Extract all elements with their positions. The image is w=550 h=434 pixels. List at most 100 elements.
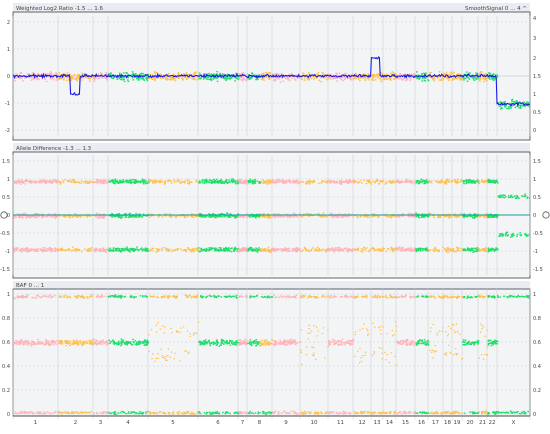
data-point: [347, 251, 349, 252]
data-point: [200, 248, 202, 249]
data-point: [461, 79, 463, 80]
data-point: [387, 216, 389, 217]
data-point: [203, 249, 205, 250]
data-point: [266, 72, 268, 73]
data-point: [175, 217, 177, 218]
data-point: [422, 248, 424, 249]
allele-difference-panel[interactable]: Allele Difference -1.3 ... 1.3 1.510.50-…: [0, 143, 549, 278]
panel-plot-area: [13, 289, 530, 416]
data-point: [147, 250, 149, 251]
data-point: [235, 217, 237, 218]
data-point: [125, 72, 127, 73]
data-point: [211, 74, 213, 75]
data-point: [68, 216, 70, 217]
data-point: [389, 182, 391, 183]
data-point: [64, 77, 66, 78]
data-point: [465, 183, 467, 184]
data-point: [444, 248, 446, 249]
data-point: [126, 182, 128, 183]
data-point: [267, 249, 269, 250]
data-point: [453, 72, 455, 73]
data-point: [23, 344, 25, 345]
data-point: [198, 247, 200, 248]
data-point: [106, 182, 108, 183]
data-point: [489, 217, 491, 218]
log2-ratio-panel[interactable]: Weighted Log2 Ratio -1.5 ... 1.6 SmoothS…: [5, 3, 541, 140]
data-point: [474, 251, 476, 252]
data-point: [26, 216, 28, 217]
data-point: [75, 182, 77, 183]
data-point: [475, 77, 477, 78]
data-point: [138, 250, 140, 251]
right-scroll-handle[interactable]: [543, 212, 549, 218]
data-point: [485, 79, 487, 80]
axis-tick-label: -0.5: [533, 231, 543, 237]
data-point: [87, 215, 89, 216]
data-point: [274, 79, 276, 80]
axis-tick-label: 0: [533, 128, 536, 134]
data-point: [21, 249, 23, 250]
data-point: [45, 247, 47, 248]
data-point: [31, 248, 33, 249]
data-point: [495, 248, 497, 249]
axis-tick-label: 0.5: [533, 110, 541, 116]
data-point: [218, 249, 220, 250]
data-point: [18, 247, 20, 248]
data-point: [341, 217, 343, 218]
data-point: [149, 217, 151, 218]
data-point: [68, 79, 70, 80]
data-point: [120, 181, 122, 182]
data-point: [266, 251, 268, 252]
data-point: [439, 71, 441, 72]
data-point: [417, 77, 419, 78]
data-point: [37, 213, 39, 214]
data-point: [504, 195, 506, 196]
data-point: [56, 79, 58, 80]
data-point: [361, 182, 363, 183]
data-point: [281, 251, 283, 252]
baf-panel[interactable]: BAF 0 ... 1 10.80.60.40.20 10.80.60.40.2…: [2, 281, 541, 420]
data-point: [128, 181, 130, 182]
data-point: [124, 81, 126, 82]
data-point: [210, 217, 212, 218]
data-point: [229, 250, 231, 251]
data-point: [22, 341, 24, 342]
data-point: [364, 216, 366, 217]
data-point: [366, 247, 368, 248]
data-point: [481, 71, 483, 72]
data-point: [519, 232, 521, 233]
data-point: [302, 250, 304, 251]
data-point: [190, 216, 192, 217]
data-point: [157, 251, 159, 252]
data-point: [344, 73, 346, 74]
data-point: [411, 249, 413, 250]
data-point: [443, 78, 445, 79]
data-point: [59, 182, 61, 183]
data-point: [27, 344, 29, 345]
data-point: [96, 181, 98, 182]
data-point: [357, 216, 359, 217]
data-point: [105, 181, 107, 182]
data-point: [274, 249, 276, 250]
data-point: [221, 213, 223, 214]
data-point: [500, 235, 502, 236]
data-point: [514, 195, 516, 196]
data-point: [459, 79, 461, 80]
data-point: [376, 179, 378, 180]
data-point: [408, 248, 410, 249]
data-point: [232, 180, 234, 181]
data-point: [191, 78, 193, 79]
data-point: [153, 180, 155, 181]
data-point: [101, 180, 103, 181]
data-point: [101, 250, 103, 251]
data-point: [140, 249, 142, 250]
data-point: [32, 297, 34, 298]
data-point: [294, 77, 296, 78]
data-point: [171, 251, 173, 252]
data-point: [234, 80, 236, 81]
data-point: [175, 249, 177, 250]
data-point: [188, 247, 190, 248]
data-point: [60, 183, 62, 184]
data-point: [286, 182, 288, 183]
